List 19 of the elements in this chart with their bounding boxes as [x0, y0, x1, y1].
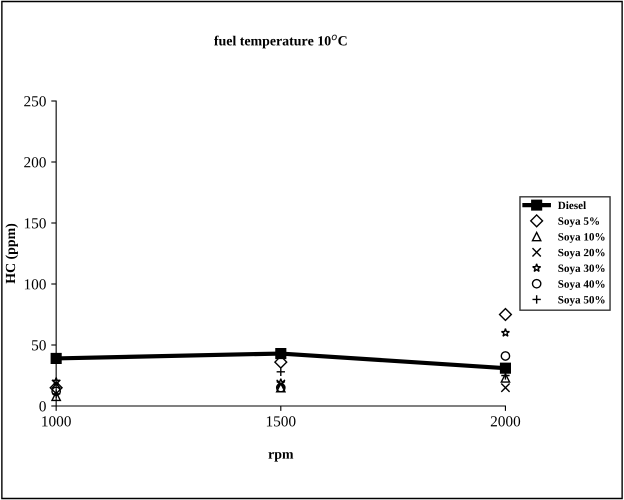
x-tick-label: 1000 — [42, 416, 71, 426]
x-axis-title: rpm — [268, 452, 294, 462]
y-tick-label: 50 — [32, 340, 46, 350]
chart-title: fuel temperature 10$^{o}$C — [214, 34, 347, 48]
x-tick-label: 1500 — [266, 416, 296, 426]
legend-label: Soya 20% — [558, 248, 605, 259]
y-tick-label: 100 — [24, 279, 46, 290]
y-axis-title: HC (ppm) — [5, 224, 18, 284]
x-tick-label: 2000 — [490, 416, 520, 426]
legend-label: Diesel — [558, 201, 586, 210]
legend-label: Soya 30% — [558, 264, 605, 274]
legend-label: Soya 50% — [558, 296, 605, 306]
y-tick-label: 200 — [24, 157, 46, 168]
y-tick-label: 0 — [39, 401, 46, 412]
y-tick-label: 150 — [24, 218, 46, 228]
y-tick-label: 250 — [24, 96, 46, 106]
legend-label: Soya 10% — [558, 233, 605, 243]
legend-label: Soya 40% — [558, 280, 605, 290]
legend-label: Soya 5% — [558, 217, 600, 228]
